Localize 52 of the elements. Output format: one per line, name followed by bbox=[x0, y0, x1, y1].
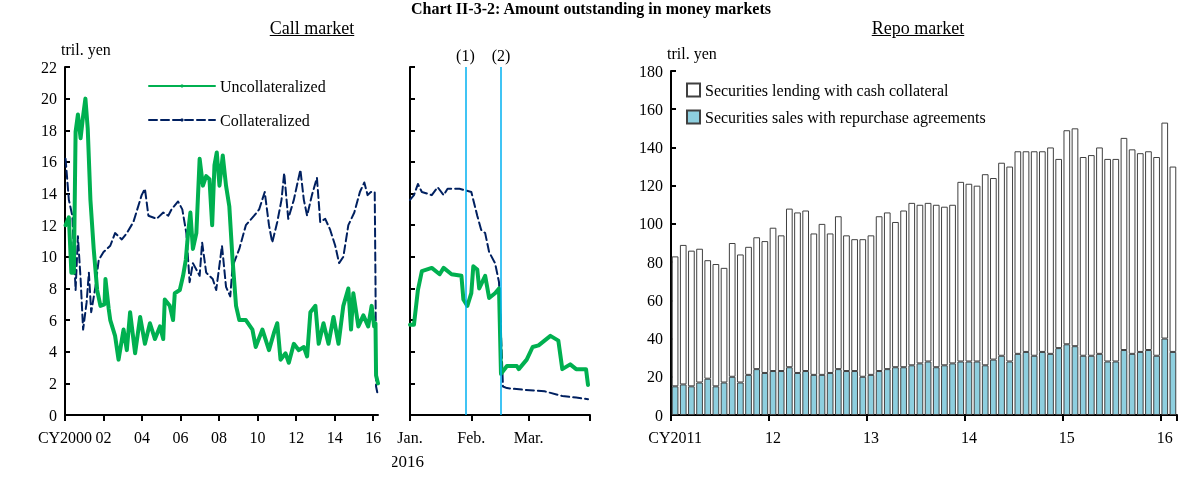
y-tick-label: 2 bbox=[49, 374, 57, 392]
x-tick-label: 16 bbox=[1156, 428, 1173, 446]
y-tick-label: 8 bbox=[49, 279, 57, 297]
y-tick-label: 20 bbox=[647, 368, 663, 386]
ref-line-label: (2) bbox=[491, 46, 511, 65]
y-tick-label: 14 bbox=[41, 185, 57, 203]
y-tick-label: 6 bbox=[49, 311, 57, 329]
y-tick-label: 60 bbox=[647, 291, 663, 309]
y-tick-label: 140 bbox=[639, 138, 663, 156]
x-tick-label: 04 bbox=[134, 428, 151, 446]
x-tick-label: 14 bbox=[326, 428, 343, 446]
x-tick-label: 10 bbox=[249, 428, 266, 446]
y-tick-label: 20 bbox=[41, 90, 57, 108]
x-tick-label: 12 bbox=[288, 428, 305, 446]
y-tick-label: 18 bbox=[41, 121, 57, 139]
ref-line-label: (1) bbox=[456, 46, 475, 65]
x-tick-label: 16 bbox=[365, 428, 382, 446]
y-tick-label: 22 bbox=[41, 58, 57, 76]
x-tick-label: CY2011 bbox=[648, 428, 702, 446]
y-axis-title: tril. yen bbox=[61, 40, 111, 59]
legend-label: Securities lending with cash collateral bbox=[705, 81, 950, 100]
x-tick-label: Mar. bbox=[513, 428, 544, 446]
x-tick-label: Jan. bbox=[397, 428, 423, 446]
legend-label: Collateralized bbox=[220, 111, 310, 129]
x-tick-label: CY2000 bbox=[37, 428, 93, 446]
y-tick-label: 180 bbox=[639, 62, 663, 80]
x-tick-label: 15 bbox=[1058, 428, 1075, 446]
y-tick-label: 0 bbox=[655, 406, 663, 424]
y-tick-label: 0 bbox=[49, 406, 57, 424]
y-axis-title: tril. yen bbox=[667, 44, 717, 63]
y-tick-label: 4 bbox=[49, 343, 57, 361]
y-tick-label: 160 bbox=[639, 100, 663, 118]
y-tick-label: 12 bbox=[41, 216, 57, 234]
legend-label: Uncollateralized bbox=[220, 77, 326, 95]
x-tick-label: Feb. bbox=[457, 428, 486, 446]
y-tick-label: 120 bbox=[639, 177, 663, 195]
line-series bbox=[63, 96, 380, 386]
y-tick-label: 100 bbox=[639, 215, 663, 233]
x-tick-label: 12 bbox=[765, 428, 782, 446]
y-tick-label: 10 bbox=[41, 248, 57, 266]
x-tick-label: 06 bbox=[172, 428, 189, 446]
x-tick-label: 02 bbox=[95, 428, 112, 446]
y-tick-label: 40 bbox=[647, 330, 663, 348]
y-tick-label: 16 bbox=[41, 153, 57, 171]
chart-title: Chart II-3-2: Amount outstanding in money markets bbox=[410, 0, 772, 18]
legend-label: Securities sales with repurchase agreements bbox=[705, 108, 986, 127]
chart-subtitle: Call market bbox=[269, 18, 355, 38]
chart-subtitle: Repo market bbox=[871, 18, 965, 38]
x-tick-label: 08 bbox=[211, 428, 228, 446]
x-tick-label: 14 bbox=[960, 428, 977, 446]
x-tick-label: 13 bbox=[862, 428, 879, 446]
y-tick-label: 80 bbox=[647, 253, 663, 271]
